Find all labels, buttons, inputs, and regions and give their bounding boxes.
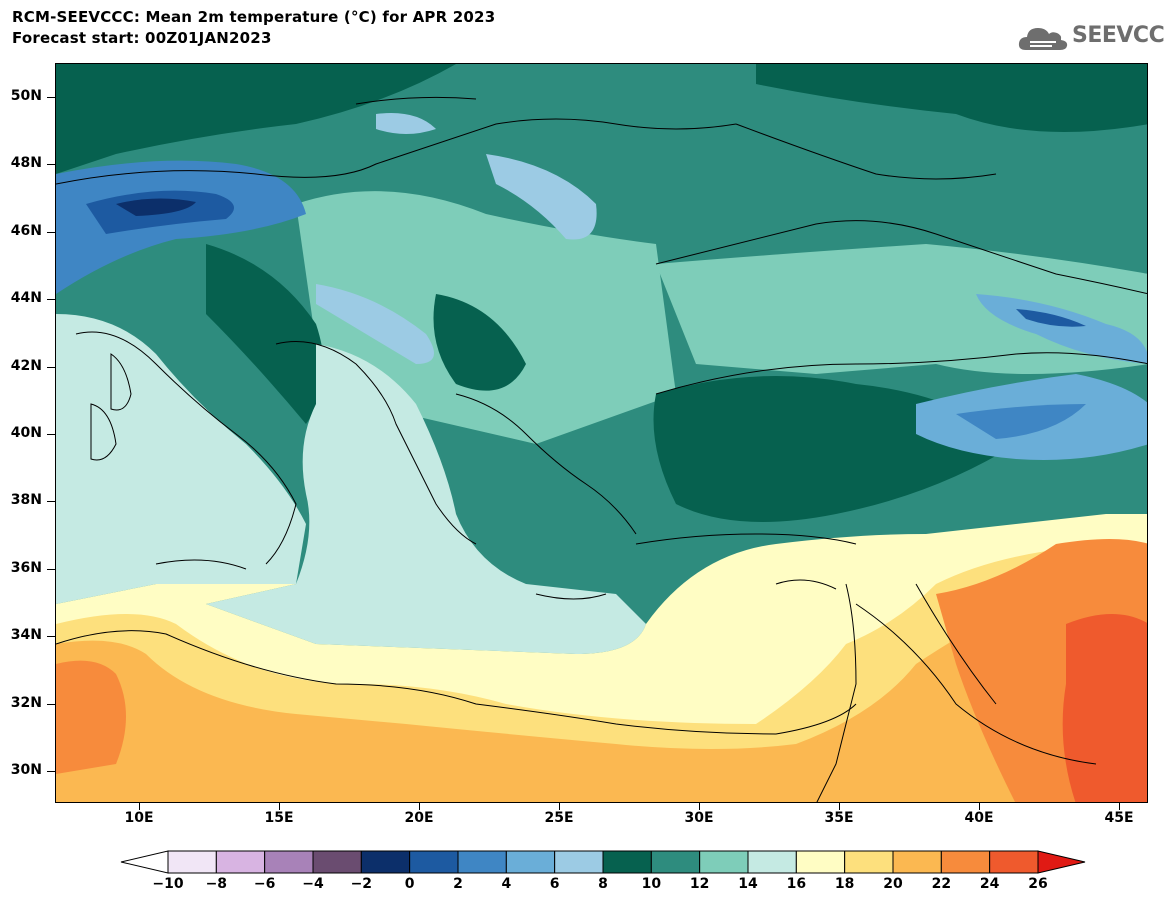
lon-label: 40E	[964, 810, 994, 826]
lon-tick	[279, 803, 280, 810]
legend-label: 2	[453, 876, 463, 892]
legend-swatch	[457, 850, 507, 874]
legend-label: 8	[598, 876, 608, 892]
legend-swatch	[554, 850, 604, 874]
lat-tick	[47, 636, 55, 637]
seevccc-logo: SEEVCCC	[1016, 20, 1165, 60]
lat-tick	[47, 97, 55, 98]
legend-label: 20	[883, 876, 903, 892]
legend-swatch	[409, 850, 459, 874]
lat-label: 40N	[10, 425, 42, 441]
legend-label: 16	[786, 876, 807, 892]
legend-swatch	[505, 850, 556, 874]
legend-label: −2	[350, 876, 373, 892]
legend-label: 0	[404, 876, 415, 892]
lon-tick	[559, 803, 560, 810]
lon-label: 25E	[544, 810, 574, 826]
legend-swatch	[844, 850, 894, 874]
forecast-start: Forecast start: 00Z01JAN2023	[12, 29, 272, 47]
legend-label: 22	[931, 876, 952, 892]
legend-swatch	[699, 850, 749, 874]
legend-swatch	[940, 850, 991, 874]
lon-tick	[139, 803, 140, 810]
lon-label: 30E	[684, 810, 714, 826]
lat-tick	[47, 704, 55, 705]
legend-swatch	[892, 850, 942, 874]
color-legend	[120, 850, 1086, 874]
legend-label: −4	[302, 876, 324, 892]
legend-label: 26	[1028, 876, 1048, 892]
legend-swatch	[989, 850, 1039, 874]
legend-swatch	[650, 850, 701, 874]
lon-tick	[1119, 803, 1120, 810]
lat-label: 32N	[10, 695, 42, 711]
legend-high-arrow	[1037, 850, 1086, 874]
lat-tick	[47, 569, 55, 570]
legend-label: −8	[205, 876, 228, 892]
legend-label: 6	[549, 876, 560, 892]
legend-swatch	[312, 850, 362, 874]
lat-label: 38N	[10, 492, 42, 508]
lon-label: 45E	[1104, 810, 1134, 826]
lat-tick	[47, 367, 55, 368]
temperature-map	[55, 63, 1148, 803]
lon-tick	[839, 803, 840, 810]
lat-tick	[47, 771, 55, 772]
temperature-field	[56, 64, 1147, 802]
legend-label: 14	[738, 876, 758, 892]
lon-tick	[419, 803, 420, 810]
legend-swatch	[747, 850, 797, 874]
legend-label: 24	[979, 876, 1000, 892]
legend-label: 10	[641, 876, 662, 892]
legend-swatch	[795, 850, 846, 874]
lat-tick	[47, 164, 55, 165]
legend-label: 12	[689, 876, 710, 892]
lat-label: 42N	[10, 358, 42, 374]
lat-label: 48N	[10, 155, 42, 171]
lat-label: 36N	[10, 560, 42, 576]
legend-swatch	[215, 850, 266, 874]
lat-tick	[47, 299, 55, 300]
lat-label: 30N	[10, 762, 42, 778]
legend-swatch	[602, 850, 652, 874]
legend-low-arrow	[120, 850, 169, 874]
logo-text: SEEVCCC	[1072, 23, 1165, 48]
lon-tick	[979, 803, 980, 810]
lon-label: 10E	[124, 810, 154, 826]
lon-label: 20E	[404, 810, 434, 826]
legend-swatch	[264, 850, 314, 874]
legend-label: 18	[834, 876, 855, 892]
lat-label: 44N	[10, 290, 42, 306]
cloud-logo-icon	[1018, 28, 1068, 50]
map-title: RCM-SEEVCCC: Mean 2m temperature (°C) fo…	[12, 8, 496, 26]
lat-tick	[47, 232, 55, 233]
legend-label: −10	[152, 876, 184, 892]
lat-label: 50N	[10, 88, 42, 104]
lon-label: 15E	[264, 810, 294, 826]
legend-swatch	[360, 850, 411, 874]
lat-tick	[47, 501, 55, 502]
lat-label: 46N	[10, 223, 42, 239]
legend-label: −6	[253, 876, 276, 892]
legend-swatch	[167, 850, 217, 874]
legend-label: 4	[501, 876, 512, 892]
lon-label: 35E	[824, 810, 854, 826]
lat-tick	[47, 434, 55, 435]
lat-label: 34N	[10, 627, 42, 643]
lon-tick	[699, 803, 700, 810]
